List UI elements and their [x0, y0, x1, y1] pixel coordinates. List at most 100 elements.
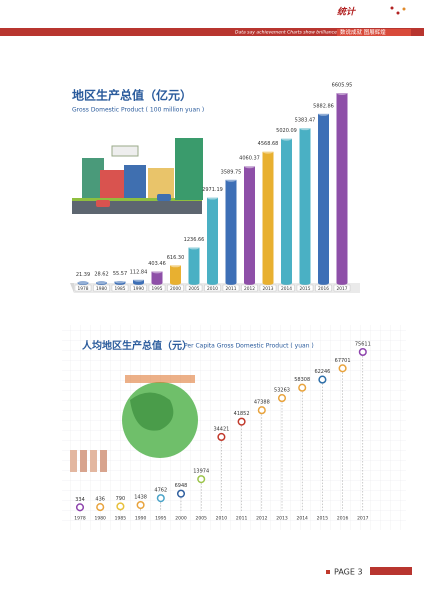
dot [237, 417, 246, 426]
dot [277, 394, 287, 403]
bar [77, 282, 89, 283]
x-tick-label: 1978 [74, 516, 86, 522]
x-tick-label: 2014 [281, 286, 292, 292]
x-tick-label: 1990 [135, 516, 147, 522]
bar [336, 93, 348, 283]
value-label: 34421 [213, 426, 229, 432]
globe-illustration [70, 375, 198, 472]
footer-band [370, 567, 412, 575]
x-tick-box [222, 284, 240, 292]
bar-cap [225, 177, 237, 182]
value-label: 5020.09 [276, 128, 297, 134]
footer-mark [326, 570, 330, 574]
x-tick-box [278, 284, 295, 292]
x-tick-box [333, 284, 351, 292]
dot [116, 502, 125, 511]
value-label: 4060.37 [239, 156, 260, 162]
bar [96, 282, 107, 283]
x-tick-label: 1985 [115, 286, 126, 292]
x-tick-label: 1980 [96, 286, 107, 292]
dot [136, 500, 145, 510]
dot [298, 383, 307, 392]
value-label: 4762 [154, 488, 167, 494]
logo-dot [390, 6, 394, 10]
x-tick-box [296, 284, 314, 292]
value-label: 616.30 [167, 255, 185, 261]
dot [257, 406, 266, 415]
x-tick-label: 2010 [207, 286, 218, 292]
value-label: 62246 [314, 369, 330, 375]
x-tick-box [74, 284, 92, 292]
grid-panel [62, 325, 406, 530]
x-tick-box [111, 284, 129, 292]
value-label: 2971.19 [202, 187, 223, 193]
value-label: 3589.75 [221, 169, 242, 175]
x-tick-label: 2012 [244, 286, 255, 292]
bar-cap [262, 149, 274, 154]
dot [96, 503, 105, 512]
bar-cap [170, 263, 181, 268]
value-label: 67701 [335, 358, 351, 364]
value-label: 4568.68 [258, 141, 279, 147]
x-tick-label: 2016 [318, 286, 329, 292]
x-tick-label: 2000 [170, 286, 181, 292]
x-tick-label: 2017 [357, 516, 369, 522]
value-label: 1236.66 [184, 237, 205, 243]
value-label: 55.57 [113, 271, 127, 277]
bar [170, 265, 181, 283]
value-label: 6605.95 [332, 83, 353, 89]
logo: 统计 [337, 7, 357, 18]
dot [358, 347, 367, 357]
bar [151, 271, 163, 283]
bar [207, 197, 218, 283]
x-tick-box [259, 284, 277, 292]
value-label: 47388 [254, 400, 270, 406]
value-label: 5383.47 [295, 118, 316, 124]
bar [299, 128, 311, 283]
x-tick-box [241, 284, 258, 292]
tagline: Data say achievement Charts show brillia… [235, 30, 337, 36]
chart-title: 地区生产总值（亿元） [72, 88, 192, 103]
value-label: 75611 [355, 342, 371, 348]
bar-cap [281, 136, 292, 141]
bar [244, 166, 255, 283]
value-label: 1438 [134, 495, 147, 501]
dot [318, 375, 327, 384]
bar [133, 279, 144, 283]
bar-cap [318, 111, 329, 116]
x-tick-box [130, 284, 147, 292]
bar-cap [151, 269, 163, 274]
bar-cap [207, 195, 218, 200]
x-tick-box [148, 284, 166, 292]
x-tick-label: 2013 [276, 516, 288, 522]
x-tick-label: 1978 [78, 286, 89, 292]
bar [281, 138, 292, 283]
chart-subtitle: Gross Domestic Product ( 100 million yua… [72, 107, 204, 114]
x-tick-label: 2010 [216, 516, 228, 522]
bar-cap [133, 277, 144, 282]
x-tick-label: 2000 [175, 516, 187, 522]
chart-subtitle: Per Capita Gross Domestic Product ( yuan… [184, 343, 314, 350]
x-tick-label: 2011 [226, 286, 237, 292]
value-label: 21.39 [76, 272, 90, 278]
bar [188, 247, 200, 283]
value-label: 28.62 [94, 272, 108, 278]
x-tick-label: 2005 [195, 516, 207, 522]
x-tick-box [315, 284, 332, 292]
city-illustration [72, 138, 203, 214]
x-tick-label: 1995 [152, 286, 163, 292]
dot [75, 503, 85, 512]
value-label: 790 [116, 496, 126, 502]
x-tick-box [204, 284, 221, 292]
x-tick-label: 1985 [115, 516, 127, 522]
x-tick-label: 1990 [133, 286, 144, 292]
bar [262, 151, 274, 283]
value-label: 403.46 [148, 261, 166, 267]
x-tick-label: 1980 [94, 516, 106, 522]
bar-cap [244, 164, 255, 169]
x-tick-label: 2015 [317, 516, 329, 522]
value-label: 53263 [274, 388, 290, 394]
x-tick-label: 1995 [155, 516, 167, 522]
logo-dot [396, 11, 400, 15]
